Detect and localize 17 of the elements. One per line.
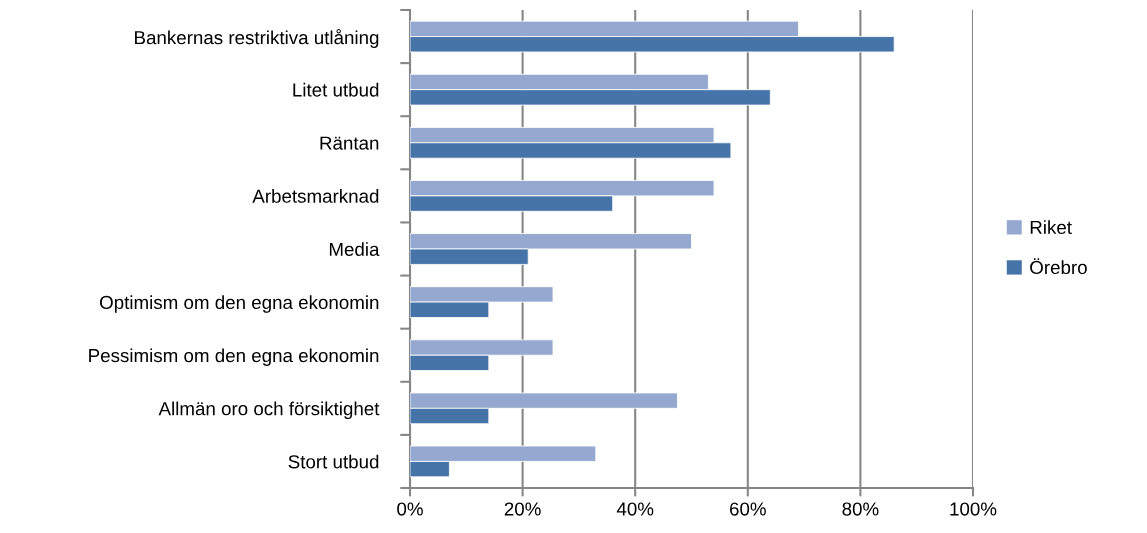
x-tick-label: 100%	[950, 502, 997, 516]
y-tick-label: Räntan	[320, 136, 379, 150]
y-tick-label: Arbetsmarknad	[252, 189, 379, 203]
x-tick-label: 20%	[504, 502, 541, 516]
y-tick-label: Media	[329, 242, 380, 256]
x-tick-label: 60%	[729, 502, 766, 516]
y-tick-label: Pessimism om den egna ekonomin	[89, 348, 379, 366]
y-tick-label: Bankernas restriktiva utlåning	[135, 29, 379, 48]
y-tick-label: Allmän oro och försiktighet	[158, 401, 380, 420]
x-tick-label: 40%	[616, 502, 654, 516]
x-tick-label: 0%	[397, 502, 423, 516]
legend-label: Riket	[1030, 220, 1072, 235]
y-tick-label: Optimism om den egna ekonomin	[100, 295, 379, 313]
y-tick-label: Litet utbud	[293, 82, 379, 97]
y-tick-label: Stort utbud	[288, 454, 379, 469]
x-tick-label: 80%	[842, 502, 879, 516]
legend-label: Örebro	[1030, 258, 1087, 275]
